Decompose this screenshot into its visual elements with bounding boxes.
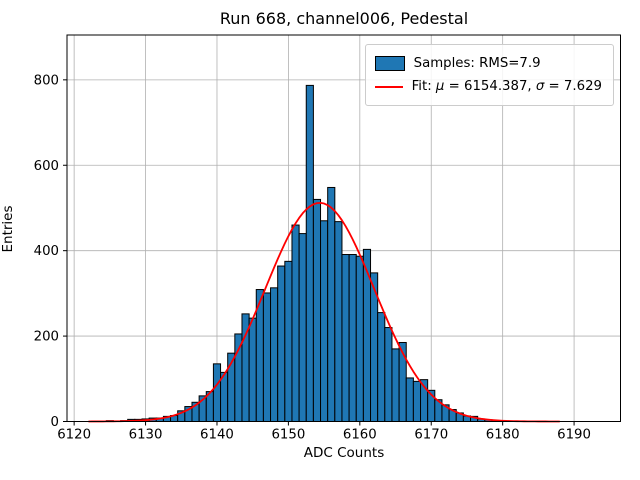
plot-frame (66, 34, 621, 422)
plot-title: Run 668, channel006, Pedestal (219, 9, 469, 28)
x-tick-label: 6150 (271, 428, 305, 443)
histogram-bar (412, 380, 422, 423)
histogram-bar (305, 84, 314, 423)
histogram-bar (277, 265, 286, 423)
x-tick-label: 6160 (343, 428, 377, 443)
histogram-bar (334, 221, 343, 422)
x-tick-label: 6120 (57, 428, 91, 443)
histogram-bar (234, 333, 243, 423)
histogram-bar (291, 224, 300, 422)
y-tick-label: 400 (34, 244, 59, 259)
y-axis-label: Entries (0, 205, 16, 253)
y-tick-label: 800 (34, 73, 59, 88)
histogram-bar (270, 287, 279, 422)
histogram-bar (284, 260, 293, 422)
legend-item-fit: Fit: μ = 6154.387, σ = 7.629 (374, 75, 602, 98)
x-axis-label: ADC Counts (303, 445, 385, 461)
y-tick-label: 200 (34, 330, 59, 345)
histogram-bar (248, 317, 257, 422)
legend-item-samples: Samples: RMS=7.9 (374, 52, 602, 75)
y-tick-label: 0 (51, 415, 59, 430)
fit-curve (88, 201, 560, 423)
histogram-bar (341, 254, 350, 422)
x-tick-label: 6130 (129, 428, 163, 443)
histogram-bar (262, 292, 272, 422)
x-tick-label: 6180 (486, 428, 520, 443)
histogram-bar (405, 377, 414, 422)
y-tick-label: 600 (34, 159, 59, 174)
histogram-bar (312, 198, 322, 422)
legend-samples-label: Samples: RMS=7.9 (413, 56, 541, 71)
histogram-bar (298, 233, 307, 422)
histogram-bar (355, 255, 364, 422)
histogram-bar (348, 254, 357, 422)
samples-swatch (374, 56, 405, 71)
legend-fit-label: Fit: μ = 6154.387, σ = 7.629 (411, 79, 602, 94)
histogram-bar (384, 327, 393, 422)
histogram-bar (212, 363, 222, 423)
x-tick-label: 6140 (200, 428, 234, 443)
fit-line-swatch (374, 85, 403, 88)
x-tick-label: 6190 (557, 428, 591, 443)
legend: Samples: RMS=7.9 Fit: μ = 6154.387, σ = … (364, 44, 614, 106)
histogram-bar (377, 312, 386, 422)
histogram-bar (391, 348, 400, 423)
histogram-bar (320, 220, 329, 422)
x-tick-label: 6170 (414, 428, 448, 443)
histogram-bar (327, 186, 336, 422)
